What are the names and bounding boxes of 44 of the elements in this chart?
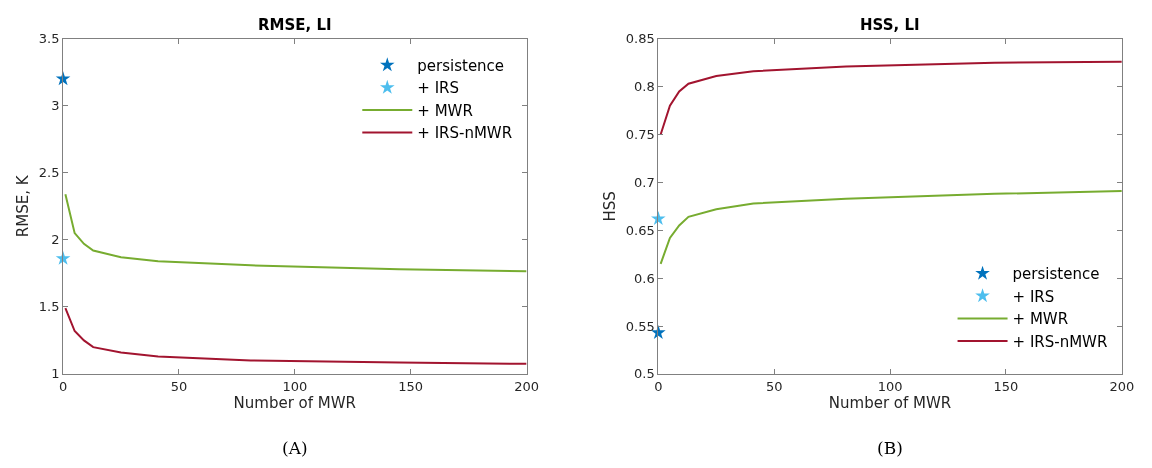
x-tick-label: 50 (765, 378, 783, 394)
y-tick-label: 3 (51, 98, 60, 114)
y-tick-label: 0.75 (625, 127, 655, 143)
legend-label: persistence (417, 56, 505, 75)
line-series (659, 60, 1122, 136)
line-series (64, 307, 527, 365)
y-tick-label: 1 (51, 366, 60, 382)
x-tick-label: 50 (170, 378, 188, 394)
legend-label: persistence (1012, 265, 1100, 284)
legend-label: + IRS (1012, 287, 1055, 306)
y-tick-label: 0.6 (634, 270, 655, 286)
text: (B) (877, 438, 903, 458)
legend-label: + IRS-nMWR (417, 124, 513, 143)
x-tick-label: 100 (877, 378, 903, 394)
text: (A) (282, 438, 308, 458)
x-tick-label: 200 (1109, 378, 1135, 394)
x-tick-label: 100 (282, 378, 308, 394)
chart-title: HSS, LI (860, 16, 920, 34)
y-tick-label: 1.5 (38, 299, 60, 315)
y-axis-title: HSS (601, 191, 620, 222)
x-tick-label: 150 (993, 378, 1019, 394)
chart-title: RMSE, LI (258, 16, 332, 34)
y-tick-label: 0.5 (634, 366, 655, 382)
line-series (64, 193, 527, 273)
legend-label: + MWR (1012, 310, 1069, 329)
y-tick-label: 3.5 (38, 31, 60, 47)
y-tick-label: 0.7 (634, 174, 655, 190)
x-axis-title: Number of MWR (233, 393, 357, 412)
x-tick-label: 150 (398, 378, 424, 394)
y-tick-label: 0.85 (625, 31, 655, 47)
x-tick-label: 0 (58, 378, 68, 394)
y-tick-label: 0.65 (625, 222, 655, 238)
legend-label: + MWR (417, 101, 473, 120)
x-tick-label: 200 (514, 378, 539, 394)
x-tick-label: 0 (654, 378, 663, 394)
line-series (659, 190, 1122, 265)
y-tick-label: 0.8 (634, 79, 655, 95)
y-tick-label: 0.55 (625, 318, 655, 334)
y-axis-title: RMSE, K (14, 174, 33, 238)
legend-label: + IRS-nMWR (1012, 332, 1108, 351)
x-axis-title: Number of MWR (828, 393, 952, 412)
y-tick-label: 2.5 (38, 165, 60, 181)
legend-label: + IRS (417, 79, 460, 98)
y-tick-label: 2 (51, 232, 60, 248)
